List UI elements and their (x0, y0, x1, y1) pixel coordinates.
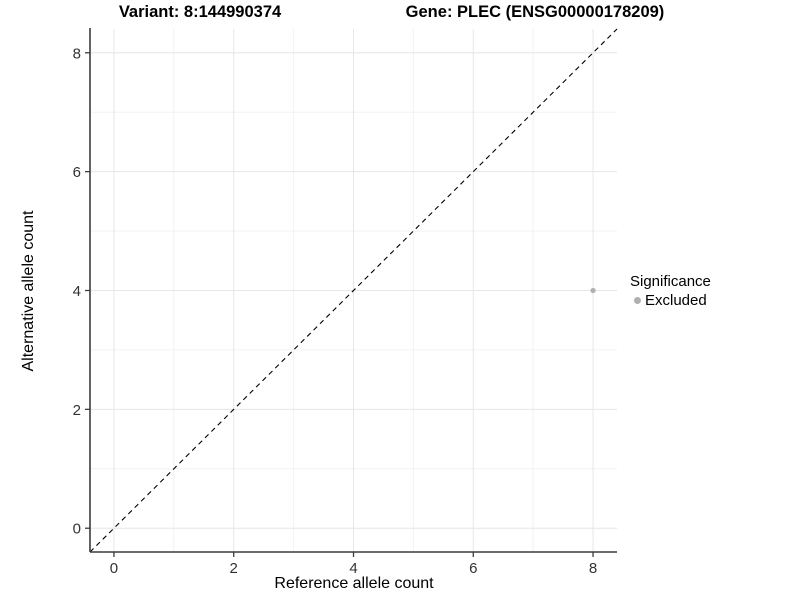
x-axis-label: Reference allele count (274, 575, 434, 592)
variant-title: Variant: 8:144990374 (118, 3, 282, 21)
x-tick-label: 2 (230, 560, 238, 577)
y-tick-label: 2 (73, 402, 81, 419)
x-tick-label: 4 (349, 560, 357, 577)
x-tick-label: 6 (469, 560, 477, 577)
legend-title: Significance (630, 273, 711, 290)
legend-item-label: Excluded (645, 292, 707, 309)
y-tick-label: 8 (73, 45, 81, 62)
y-tick-label: 0 (73, 521, 81, 538)
x-tick-label: 0 (110, 560, 118, 577)
data-point (590, 287, 596, 294)
y-tick-label: 6 (73, 164, 81, 181)
identity-dashed-line (89, 28, 618, 553)
gene-title: Gene: PLEC (ENSG00000178209) (405, 3, 665, 21)
y-axis-label: Alternative allele count (20, 210, 37, 372)
legend-point-icon (634, 297, 641, 304)
y-tick-label: 4 (73, 283, 81, 300)
x-tick-label: 8 (589, 560, 597, 577)
legend: Significance Excluded (630, 273, 711, 309)
legend-item: Excluded (630, 292, 711, 309)
